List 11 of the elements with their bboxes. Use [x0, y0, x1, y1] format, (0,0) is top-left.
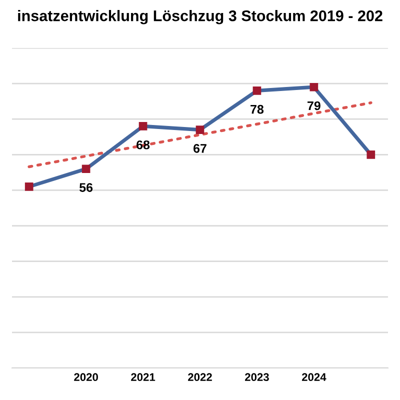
x-tick-label: 2024	[302, 373, 326, 382]
x-tick-label: 2022	[188, 373, 212, 382]
x-tick-label: 2020	[74, 373, 98, 382]
data-label: 79	[308, 101, 320, 110]
data-label: 68	[136, 140, 150, 150]
chart-title: insatzentwicklung Löschzug 3 Stockum 2019 - 202	[18, 10, 382, 24]
x-tick-label: 2023	[244, 373, 269, 382]
data-label: 78	[250, 104, 264, 114]
x-tick-label: 2021	[131, 373, 156, 382]
data-label: 67	[194, 144, 206, 153]
data-label: 56	[79, 183, 93, 192]
